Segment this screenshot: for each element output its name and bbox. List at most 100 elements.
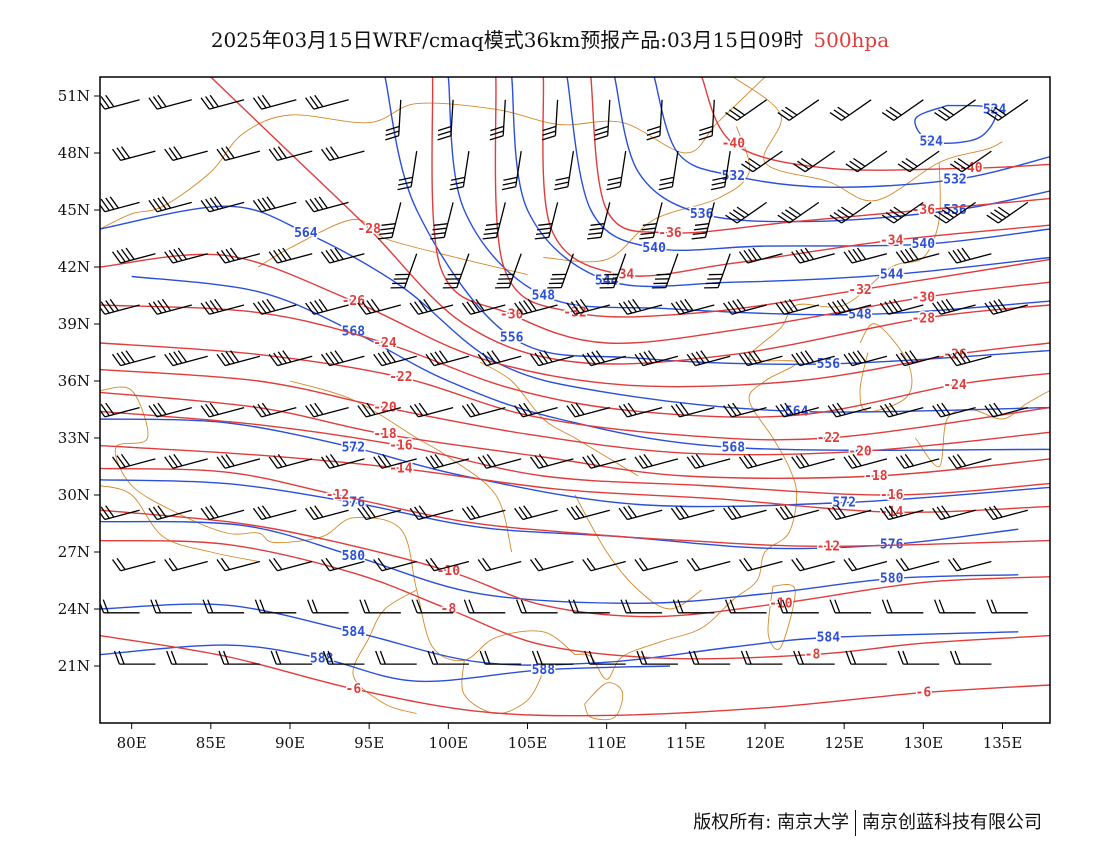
wind-barb (895, 350, 940, 367)
height-contour-label: 544 (880, 268, 904, 283)
wind-barb (897, 650, 940, 665)
lon-label: 90E (275, 734, 305, 752)
wind-barb (670, 505, 715, 521)
lat-label: 21N (58, 657, 90, 675)
lat-label: 27N (58, 543, 90, 561)
wind-barb (620, 599, 663, 614)
height-contour-label: 584 (342, 625, 366, 640)
wind-barb (425, 557, 470, 572)
wind-barb (791, 247, 835, 264)
lon-label: 125E (824, 734, 864, 752)
border-line (100, 485, 259, 562)
height-contour-label: 556 (817, 357, 841, 372)
wind-barb (881, 99, 924, 121)
wind-barb (200, 505, 245, 521)
wind-barb (984, 505, 1028, 521)
wind-barb (686, 350, 731, 367)
wind-barb (723, 505, 767, 521)
wind-barb (477, 557, 522, 572)
wind-barb (252, 298, 297, 315)
temperature-contour-label: -18 (373, 427, 397, 442)
temperature-contour-label: -40 (959, 161, 983, 176)
wind-barb (670, 298, 715, 315)
wind-barb (164, 454, 208, 469)
wind-barb (932, 298, 976, 315)
height-contour (566, 77, 1050, 252)
wind-barb (651, 253, 679, 289)
wind-barb (775, 505, 819, 521)
border-line (258, 219, 528, 276)
wind-barb (986, 599, 1028, 614)
wind-barb (599, 253, 627, 289)
wind-barb (479, 650, 522, 665)
wind-barb (827, 402, 872, 418)
temperature-contour-label: -8 (441, 602, 457, 617)
wind-barb (529, 557, 574, 572)
wind-barb (200, 402, 245, 418)
temperature-contour-label: -22 (389, 370, 412, 385)
temperature-contour (542, 77, 1050, 277)
wind-barb (216, 350, 261, 367)
wind-barb (449, 151, 470, 191)
border-line (859, 323, 913, 412)
border-line (352, 589, 417, 714)
wind-barb (587, 202, 611, 240)
wind-barb (409, 505, 454, 521)
wind-barb (947, 454, 992, 469)
wind-barb (658, 151, 679, 191)
height-contour-label: 532 (943, 173, 966, 188)
wind-barb (618, 298, 663, 315)
height-contour-label: 564 (294, 226, 318, 241)
lat-label: 33N (58, 429, 90, 447)
wind-barb (634, 350, 679, 367)
wind-barb (216, 454, 261, 469)
wind-barb (529, 454, 574, 469)
wind-barb (200, 298, 245, 315)
copyright-right: 南京创蓝科技有限公司 (862, 812, 1042, 833)
wind-barb (378, 202, 402, 240)
height-contour-label: 524 (983, 102, 1007, 117)
wind-barb (618, 505, 663, 521)
border-line (767, 584, 796, 650)
height-contour-label: 568 (722, 441, 746, 456)
wind-barb (881, 599, 924, 614)
wind-barb (741, 150, 783, 173)
wind-barb (100, 196, 140, 213)
temperature-contour-label: -20 (848, 444, 872, 459)
wind-barb (947, 247, 992, 264)
wind-barb (111, 146, 156, 162)
wind-barb (375, 650, 417, 665)
wind-barb (357, 505, 401, 521)
wind-barb (723, 402, 767, 418)
map-background (100, 77, 1050, 723)
lat-label: 24N (58, 600, 90, 618)
wind-barb (442, 253, 470, 289)
wind-barb (829, 99, 872, 121)
border-line (574, 494, 702, 610)
wind-barb (566, 402, 610, 418)
temperature-contour (100, 509, 1050, 618)
height-contour (131, 275, 1050, 451)
wind-barb (725, 99, 767, 121)
wind-barbs (100, 94, 1029, 665)
wind-barb (827, 298, 872, 315)
wind-barb (489, 99, 506, 141)
wind-barb (268, 557, 313, 572)
temperature-contour (100, 539, 1050, 660)
wind-barb (461, 298, 506, 315)
height-contour-label: 540 (642, 241, 666, 256)
wind-barb (100, 599, 140, 614)
lat-label: 45N (58, 201, 90, 219)
temperature-contour-label: -8 (805, 648, 821, 663)
wind-barb (268, 350, 313, 367)
wind-barb (704, 253, 731, 289)
wind-barb (568, 599, 610, 614)
lon-label: 80E (117, 734, 147, 752)
wind-barb (409, 402, 454, 418)
lon-label: 135E (983, 734, 1023, 752)
wind-barb (606, 151, 627, 191)
height-contour (653, 77, 1050, 188)
wind-barb (111, 350, 156, 367)
wind-barb (148, 298, 192, 315)
